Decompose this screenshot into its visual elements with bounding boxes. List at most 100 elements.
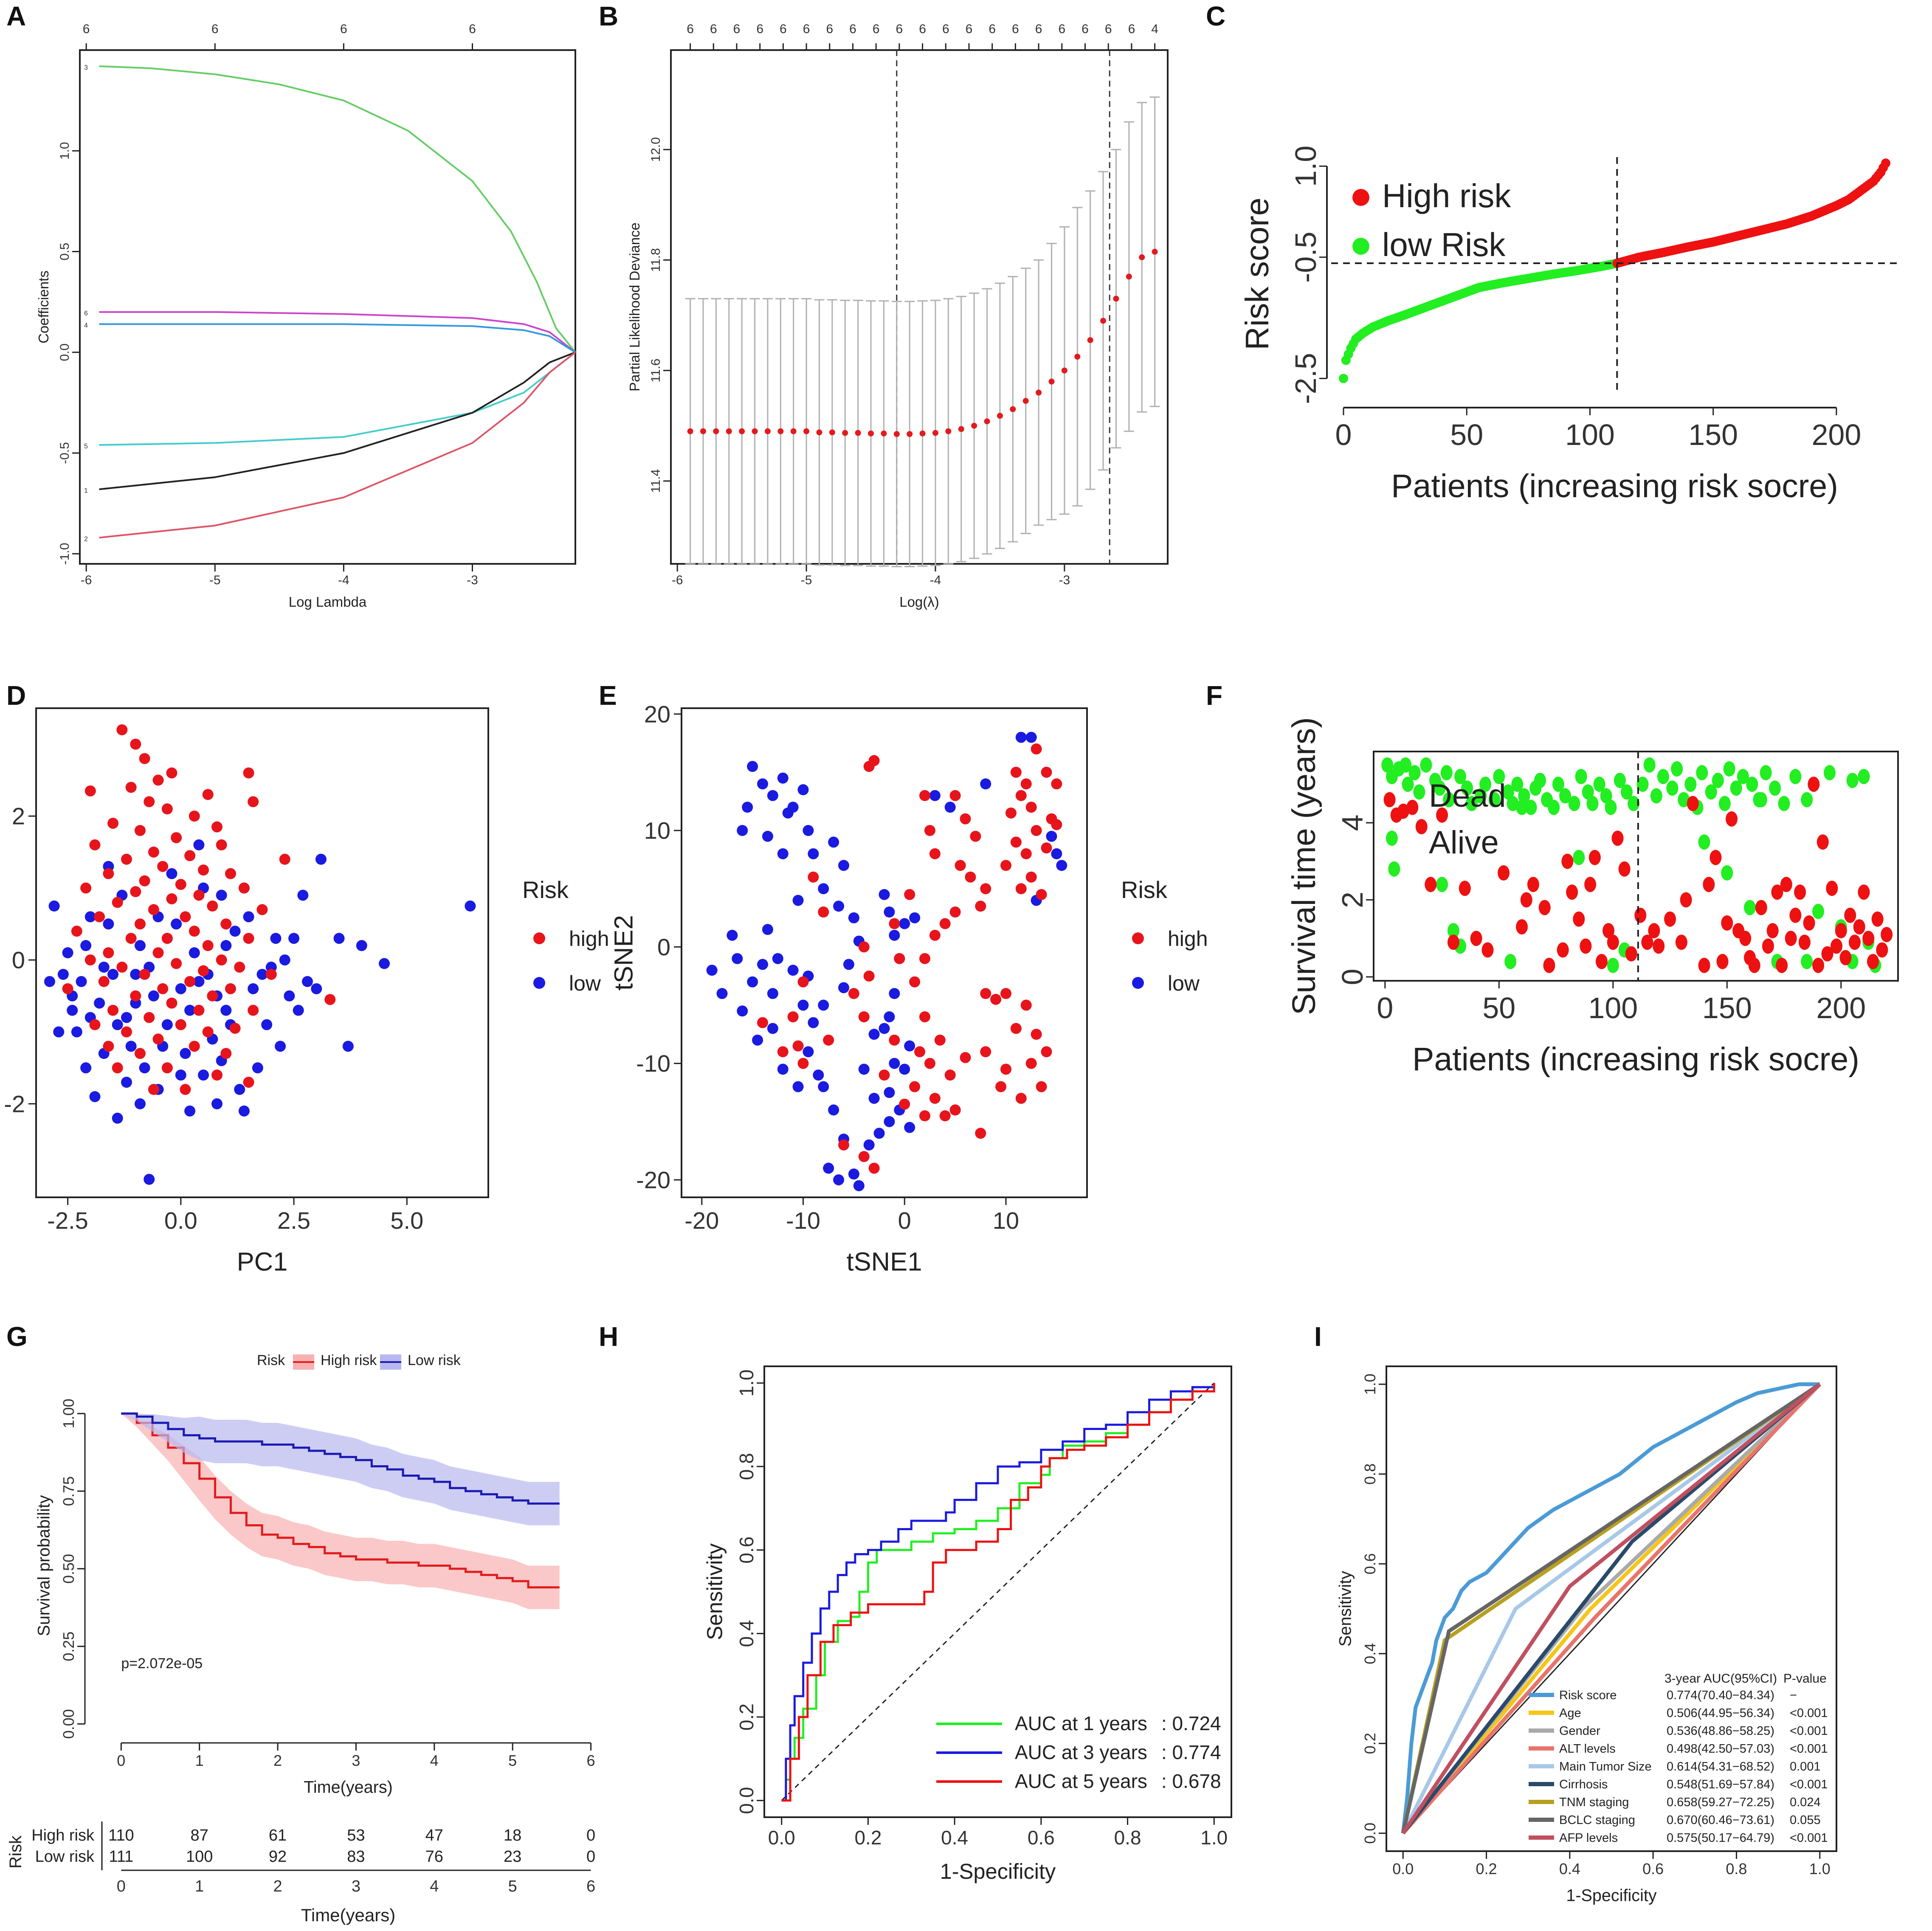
risk-table-x-tick-1: 1 [195,1878,204,1895]
panel-letter-H: H [599,1321,618,1352]
deviance-point-25 [1010,406,1016,412]
scatter-point-high-58 [980,988,991,999]
x-tick-label-I-4: 0.8 [1726,1860,1747,1878]
scatter-point-high-7 [1051,778,1062,790]
plot-frame-E [681,707,1088,1198]
survival-point-alive-21 [1511,777,1524,792]
survival-point-dead-33 [1653,938,1665,954]
roc-legend-auc-I-7: 0.670(60.46−73.61) [1667,1813,1774,1827]
scatter-point-high-20 [1015,883,1027,895]
legend-label-dead: Dead [1429,778,1506,814]
top-tick-label-B-1: 6 [710,22,717,36]
legend-marker-high [1352,189,1369,206]
survival-ci-band-0 [121,1413,560,1609]
y-tick-label-H-3: 0.6 [735,1537,758,1564]
survival-point-dead-61 [1817,834,1829,850]
scatter-point-high-27 [139,875,150,887]
scatter-point-high-42 [71,926,82,937]
scatter-point-high-37 [256,904,268,915]
scatter-point-high-82 [161,1062,173,1074]
legend-label-low-E: low [1168,971,1200,995]
coef-line-1 [99,311,576,353]
scatter-point-high-75 [858,1151,870,1162]
survival-point-alive-28 [1552,777,1564,792]
scatter-point-high-26 [955,860,966,871]
scatter-point-low-30 [293,1005,304,1016]
scatter-point-high-16 [171,832,182,843]
y-tick-label-D-2: 2 [12,803,25,830]
survival-point-alive-37 [1614,773,1626,788]
survival-point-dead-48 [1755,900,1767,915]
scatter-point-low-44 [833,1174,845,1185]
deviance-point-1 [700,428,706,434]
survival-point-alive-42 [1650,788,1662,804]
scatter-point-high-49 [909,976,921,988]
survival-point-dead-0 [1383,792,1396,808]
scatter-point-high-73 [229,1022,241,1034]
scatter-point-high-6 [1041,766,1052,778]
scatter-point-high-32 [929,929,941,941]
scatter-point-low-56 [889,988,900,999]
survival-point-alive-53 [1723,761,1735,777]
risk-table-row-label-1: Low risk [35,1848,95,1866]
survival-point-alive-9 [1434,780,1446,796]
scatter-point-low-51 [868,1092,880,1104]
scatter-point-high-27 [965,871,976,883]
y-tick-label-B-3: 12.0 [649,137,663,162]
survival-point-alive-13 [1461,780,1473,796]
deviance-point-30 [1074,354,1081,360]
risk-table-value-0-4: 47 [425,1827,443,1844]
risk-table-value-0-5: 18 [504,1827,521,1844]
survival-point-alive-17 [1488,792,1501,808]
survival-point-alive-20 [1507,796,1519,811]
panel-A: A -6 -5 -4 -3 -1.0 -0.5 0.0 0.5 1.0 Log Lambda Coef… [6,1,576,610]
scatter-point-high-64 [207,990,218,1002]
panel-letter-I: I [1314,1321,1322,1352]
survival-point-dead-50 [1766,923,1779,939]
scatter-point-high-59 [184,976,196,987]
scatter-point-high-60 [1000,988,1011,999]
survival-point-alive-81 [1801,954,1813,969]
scatter-point-low-11 [311,983,322,994]
x-axis-label-I: 1-Specificity [1566,1886,1657,1905]
coef-line-label-0: 3 [84,64,88,71]
survival-point-alive-59 [1769,780,1781,796]
scatter-point-low-23 [767,988,778,999]
scatter-point-low-31 [315,853,327,865]
scatter-point-low-25 [184,1005,196,1016]
scatter-point-high-35 [207,900,218,912]
x-tick-label-B-2: -4 [930,573,941,587]
scatter-point-high-52 [924,1058,935,1069]
scatter-point-high-80 [220,1048,232,1059]
p-value-text: p=2.072e-05 [121,1655,203,1672]
top-tick-label-B-14: 6 [1012,22,1019,36]
scatter-point-high-9 [144,796,155,808]
risk-table-x-tick-5: 5 [508,1878,517,1895]
scatter-point-low-42 [198,1070,209,1081]
scatter-point-low-33 [57,968,69,980]
scatter-point-low-7 [742,802,753,813]
scatter-point-high-22 [279,853,290,865]
roc-curve-H-0 [781,1383,1215,1802]
scatter-point-high-41 [220,918,232,930]
scatter-point-low-9 [777,848,789,859]
scatter-point-low-52 [211,1098,222,1109]
scatter-point-high-52 [171,958,182,969]
x-tick-label-E-2: 0 [898,1207,911,1234]
top-tick-label-B-5: 6 [803,22,810,36]
y-tick-label-F-0: 0 [1336,968,1369,985]
scatter-point-low-36 [777,1064,789,1075]
survival-point-dead-26 [1607,935,1619,950]
roc-legend-label-I-0: Risk score [1559,1689,1617,1702]
deviance-point-23 [984,418,990,425]
scatter-point-high-20 [184,850,196,861]
plot-frame-F [1373,751,1899,982]
scatter-point-low-59 [899,918,910,929]
scatter-point-high-78 [189,1041,200,1052]
survival-point-alive-7 [1420,757,1432,773]
scatter-point-low-31 [706,965,718,976]
survival-legend-label-low: Low risk [408,1352,461,1368]
scatter-point-high-72 [944,1070,956,1081]
